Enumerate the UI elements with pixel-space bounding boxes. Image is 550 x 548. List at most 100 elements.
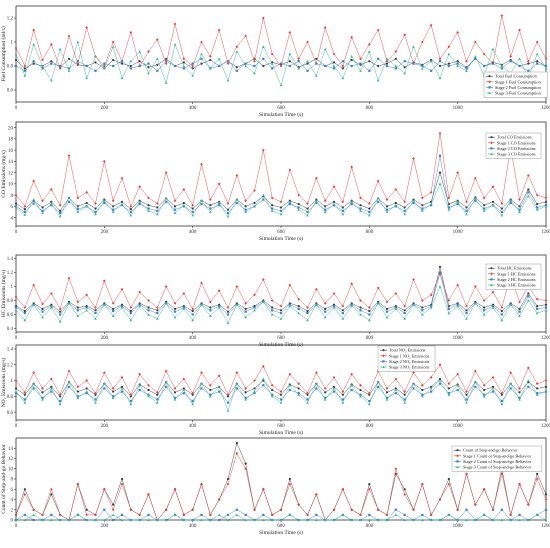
data-point bbox=[465, 304, 468, 308]
data-point bbox=[429, 513, 433, 517]
data-point bbox=[324, 307, 327, 310]
data-point bbox=[500, 472, 504, 476]
data-point bbox=[500, 309, 503, 313]
data-point bbox=[85, 293, 88, 297]
data-point bbox=[138, 50, 141, 53]
data-point bbox=[209, 66, 212, 70]
data-point bbox=[147, 518, 150, 522]
data-point bbox=[323, 47, 327, 51]
data-point bbox=[394, 388, 398, 392]
data-point bbox=[350, 202, 353, 206]
data-point bbox=[385, 64, 389, 68]
data-point bbox=[350, 165, 353, 169]
data-point bbox=[147, 394, 150, 398]
data-point bbox=[500, 210, 503, 214]
data-point bbox=[350, 200, 353, 203]
series-line bbox=[15, 133, 547, 208]
series-4 bbox=[14, 285, 548, 324]
data-point bbox=[535, 513, 539, 516]
data-point bbox=[438, 382, 442, 385]
data-point bbox=[500, 202, 504, 205]
data-point bbox=[385, 57, 389, 60]
data-point bbox=[385, 513, 389, 517]
data-point bbox=[138, 290, 141, 294]
x-tick-label: 600 bbox=[277, 336, 285, 341]
data-point bbox=[120, 306, 124, 309]
data-point bbox=[14, 193, 18, 197]
data-point bbox=[173, 211, 177, 215]
data-point bbox=[129, 59, 133, 63]
data-point bbox=[394, 307, 398, 310]
data-point bbox=[85, 513, 88, 517]
data-point bbox=[156, 401, 159, 404]
data-point bbox=[217, 182, 221, 186]
data-point bbox=[288, 513, 292, 516]
x-tick-label: 200 bbox=[101, 524, 109, 529]
x-tick-label: 800 bbox=[366, 106, 374, 111]
data-point bbox=[438, 76, 442, 80]
data-point bbox=[147, 383, 150, 387]
data-point bbox=[447, 387, 450, 390]
data-point bbox=[120, 375, 124, 379]
data-point bbox=[191, 508, 194, 512]
data-point bbox=[14, 392, 18, 395]
data-point bbox=[156, 202, 159, 205]
data-point bbox=[447, 196, 451, 200]
data-point bbox=[323, 26, 327, 30]
data-point bbox=[332, 518, 336, 522]
data-point bbox=[23, 306, 27, 309]
data-point bbox=[253, 59, 256, 63]
data-point bbox=[297, 60, 300, 63]
data-point bbox=[182, 377, 186, 381]
data-point bbox=[474, 518, 477, 522]
data-point bbox=[544, 200, 548, 203]
data-point bbox=[421, 393, 424, 396]
data-point bbox=[120, 200, 124, 203]
data-point bbox=[59, 310, 62, 313]
data-point bbox=[518, 398, 521, 401]
data-point bbox=[544, 518, 548, 522]
data-point bbox=[209, 314, 212, 317]
data-point bbox=[544, 379, 548, 382]
data-point bbox=[385, 518, 389, 522]
data-point bbox=[147, 209, 150, 212]
data-point bbox=[156, 306, 159, 309]
data-point bbox=[235, 69, 238, 72]
data-point bbox=[209, 204, 212, 207]
data-point bbox=[536, 387, 539, 390]
legend-marker bbox=[490, 136, 493, 139]
data-point bbox=[138, 388, 141, 392]
data-point bbox=[306, 213, 309, 217]
data-point bbox=[244, 310, 247, 313]
data-point bbox=[200, 57, 203, 60]
legend-marker bbox=[382, 360, 385, 363]
data-point bbox=[350, 64, 353, 68]
data-point bbox=[288, 202, 291, 206]
data-point bbox=[76, 513, 80, 516]
data-point bbox=[209, 306, 212, 309]
data-point bbox=[438, 171, 442, 174]
data-point bbox=[385, 210, 389, 214]
data-point bbox=[200, 482, 203, 486]
data-point bbox=[438, 265, 442, 268]
data-point bbox=[509, 518, 512, 522]
data-point bbox=[544, 508, 548, 511]
data-point bbox=[332, 200, 336, 203]
legend-marker bbox=[382, 349, 385, 352]
data-point bbox=[403, 309, 406, 312]
data-point bbox=[500, 318, 504, 322]
data-point bbox=[341, 390, 345, 394]
data-point bbox=[297, 202, 300, 206]
data-point bbox=[324, 396, 327, 399]
data-point bbox=[447, 513, 451, 516]
y-tick-label: 14 bbox=[8, 160, 14, 165]
data-point bbox=[165, 60, 168, 63]
data-point bbox=[200, 371, 203, 375]
data-point bbox=[270, 383, 274, 387]
data-point bbox=[41, 398, 44, 401]
legend-frame bbox=[483, 71, 548, 98]
data-point bbox=[306, 391, 309, 395]
data-point bbox=[112, 503, 115, 506]
